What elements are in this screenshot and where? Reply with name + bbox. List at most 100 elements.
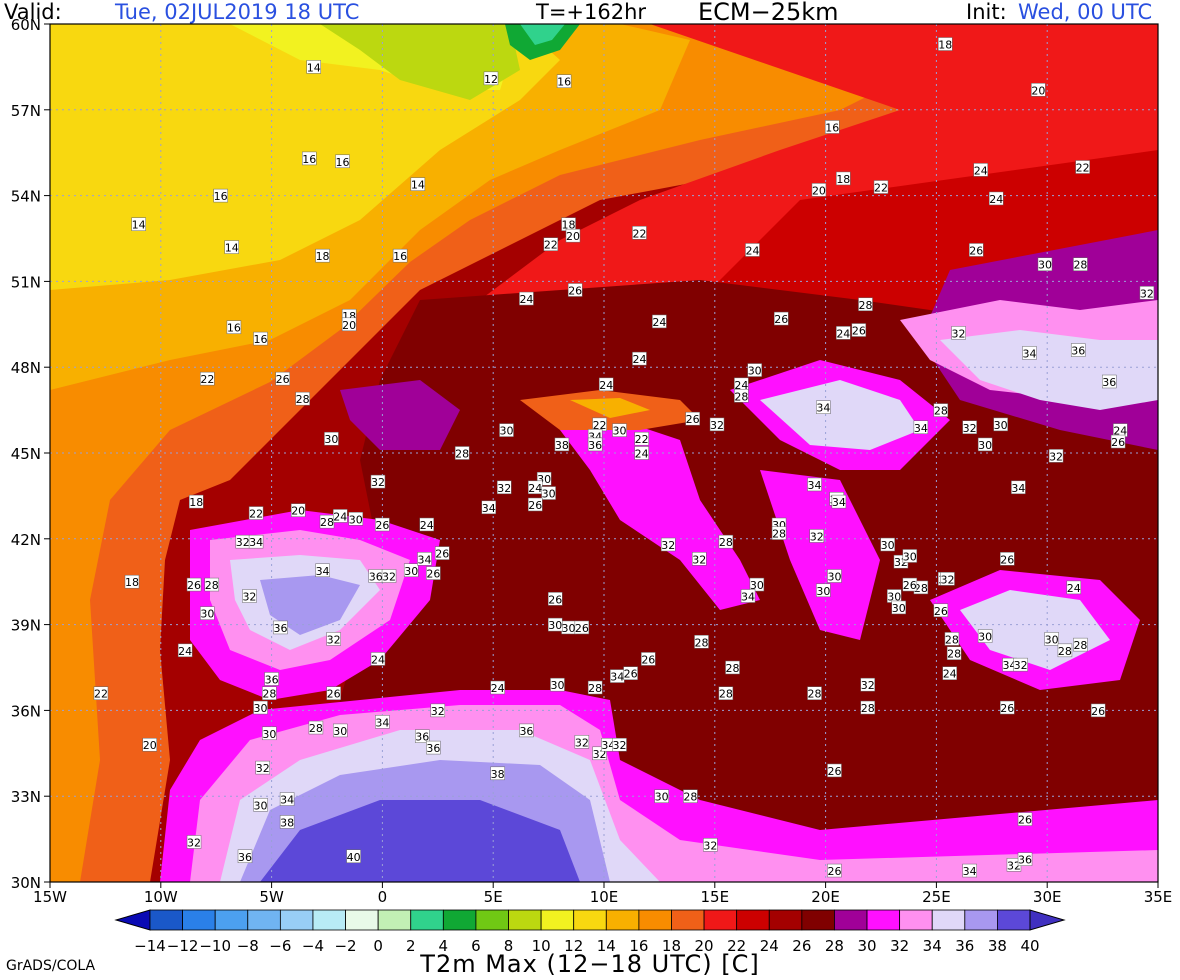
station-text: 30: [892, 602, 906, 615]
station-text: 16: [557, 76, 571, 89]
station-text: 34: [1022, 347, 1036, 360]
station-box: [262, 726, 277, 741]
station-box: [745, 243, 760, 257]
station-value: 22: [634, 431, 649, 446]
station-box: [392, 248, 408, 263]
station-value: 30: [200, 606, 215, 621]
station-box: [177, 643, 193, 658]
station-text: 24: [519, 293, 533, 306]
station-text: 20: [566, 230, 580, 243]
station-box: [189, 494, 204, 509]
station-text: 22: [593, 419, 607, 432]
station-value: 34: [807, 477, 822, 492]
station-value: 12: [483, 71, 499, 86]
station-box: [634, 431, 649, 446]
station-text: 26: [375, 519, 389, 532]
station-box: [302, 151, 317, 166]
station-box: [973, 163, 988, 177]
station-box: [977, 437, 993, 452]
station-value: 24: [1113, 423, 1128, 438]
station-box: [567, 283, 583, 297]
station-value: 16: [302, 151, 317, 166]
station-text: 30: [1045, 633, 1059, 646]
station-text: 22: [632, 227, 646, 240]
station-box: [273, 620, 288, 635]
station-value: 30: [262, 726, 277, 741]
station-box: [632, 351, 647, 366]
station-box: [370, 652, 386, 666]
legend-swatch: [801, 909, 835, 931]
station-text: 30: [550, 679, 564, 692]
station-value: 30: [749, 577, 765, 592]
station-value: 32: [703, 838, 718, 852]
station-text: 26: [568, 284, 582, 297]
station-text: 26: [327, 688, 341, 701]
station-text: 30: [613, 425, 627, 438]
station-value: 18: [315, 248, 330, 263]
station-box: [944, 632, 960, 646]
station-box: [326, 686, 341, 700]
station-box: [1048, 449, 1064, 463]
station-value: 22: [592, 417, 607, 432]
station-box: [290, 503, 306, 517]
station-value: 36: [1017, 852, 1033, 867]
station-box: [403, 563, 419, 578]
station-text: 32: [1049, 450, 1063, 463]
station-value: 26: [902, 577, 918, 592]
station-text: 32: [963, 422, 977, 435]
station-box: [747, 363, 762, 377]
station-text: 24: [371, 653, 385, 666]
legend-tick-label: 8: [504, 937, 514, 955]
station-text: 32: [431, 705, 445, 718]
station-text: 26: [1018, 814, 1032, 827]
station-value: 14: [224, 240, 239, 255]
station-value: 32: [612, 737, 627, 752]
station-text: 36: [1071, 345, 1085, 358]
station-text: 30: [542, 488, 556, 501]
station-value: 32: [951, 326, 966, 340]
station-value: 28: [454, 446, 470, 461]
station-text: 14: [307, 61, 321, 74]
station-value: 26: [1110, 434, 1126, 449]
station-value: 30: [333, 723, 348, 738]
station-box: [612, 737, 627, 752]
station-value: 28: [807, 686, 822, 701]
station-text: 18: [316, 250, 330, 263]
station-box: [410, 177, 426, 191]
station-value: 28: [587, 680, 603, 695]
legend-tick-label: 14: [597, 937, 616, 955]
station-text: 34: [914, 422, 928, 435]
station-box: [275, 371, 290, 386]
station-box: [1011, 480, 1026, 495]
legend-swatch: [345, 909, 379, 931]
station-value: 26: [186, 577, 202, 592]
station-text: 24: [745, 244, 759, 257]
longitude-labels: 15W 10W 5W 0 5E 10E 15E 20E 25E 30E 35E: [33, 882, 1172, 906]
station-box: [694, 635, 709, 649]
station-value: 24: [519, 291, 534, 306]
station-box: [415, 729, 430, 743]
station-value: 16: [824, 120, 840, 134]
station-value: 16: [392, 248, 408, 263]
station-box: [652, 314, 667, 329]
station-text: 22: [94, 688, 108, 701]
station-value: 32: [1139, 286, 1155, 300]
station-text: 20: [812, 184, 826, 197]
station-text: 32: [952, 327, 966, 340]
station-box: [1075, 160, 1090, 174]
station-value: 14: [306, 60, 321, 74]
init-time: Wed, 00 UTC: [1018, 0, 1153, 24]
station-value: 30: [887, 589, 902, 604]
station-box: [426, 740, 441, 755]
station-value: 24: [333, 509, 348, 523]
station-box: [419, 517, 434, 532]
station-box: [454, 446, 470, 460]
station-text: 26: [903, 579, 917, 592]
station-box: [490, 680, 505, 695]
station-value: 26: [434, 546, 450, 561]
station-box: [587, 680, 603, 695]
station-box: [1000, 700, 1015, 715]
station-text: 28: [1073, 639, 1087, 652]
station-value: 16: [253, 331, 268, 346]
station-value: 30: [324, 431, 339, 446]
